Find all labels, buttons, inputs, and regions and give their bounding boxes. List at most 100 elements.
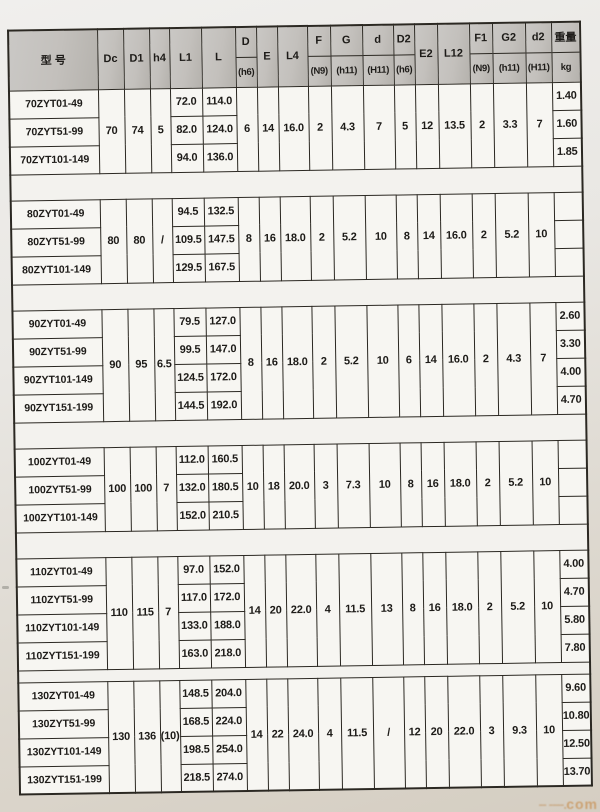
model-cell: 100ZYT101-149 — [15, 503, 105, 533]
G2-cell: 5.2 — [494, 192, 529, 278]
L1-cell: 152.0 — [176, 501, 209, 531]
D-cell: 10 — [241, 444, 264, 530]
D2-cell: 6 — [397, 304, 421, 417]
scan-artifact-mark — [2, 586, 9, 589]
header-label: G2 — [501, 32, 517, 45]
weight-cell: 9.60 — [561, 673, 591, 703]
D1-cell: 80 — [125, 198, 154, 283]
F1-cell: 2 — [473, 303, 499, 416]
weight-cell — [558, 495, 588, 525]
model-cell: 110ZYT01-49 — [16, 557, 106, 587]
header-label: 重量 — [554, 32, 577, 45]
L12-cell: 16.0 — [439, 193, 473, 278]
model-cell: 110ZYT51-99 — [16, 585, 107, 615]
L1-cell: 133.0 — [178, 611, 211, 641]
L1-cell: 148.5 — [179, 679, 212, 709]
L4-cell: 22.0 — [285, 553, 318, 667]
model-cell: 80ZYT101-149 — [11, 255, 102, 285]
D2-cell: 5 — [393, 84, 417, 169]
model-cell: 90ZYT151-199 — [13, 393, 104, 423]
weight-cell: 3.30 — [555, 329, 586, 359]
h4-cell: 6.5 — [153, 308, 176, 421]
F-cell: 3 — [313, 443, 338, 528]
L-cell: 218.0 — [210, 638, 246, 668]
L1-cell: 94.5 — [171, 197, 205, 227]
G2-cell: 5.2 — [500, 550, 536, 663]
weight-cell — [557, 439, 587, 469]
L-cell: 204.0 — [211, 678, 246, 708]
F-cell: 2 — [309, 195, 334, 280]
d2-cell: 10 — [531, 440, 559, 525]
L-cell: 172.0 — [209, 583, 245, 612]
D-cell: 8 — [237, 196, 260, 282]
D1-cell: 136 — [133, 680, 162, 793]
F1-cell: 2 — [477, 550, 503, 664]
L4-cell: 18.0 — [281, 305, 314, 419]
D1-cell: 74 — [123, 88, 152, 173]
weight-cell: 4.00 — [559, 549, 589, 579]
L12-cell: 22.0 — [447, 675, 481, 788]
header-label: 型 号 — [40, 54, 66, 68]
L-cell: 127.0 — [205, 307, 240, 336]
D2-cell: 8 — [401, 552, 425, 665]
d2-cell: 7 — [525, 82, 554, 167]
weight-cell: 5.80 — [560, 605, 590, 635]
L-cell: 188.0 — [210, 611, 245, 640]
header-sublabel: (h11) — [498, 62, 520, 74]
E-cell: 16 — [260, 306, 284, 419]
D-cell: 14 — [245, 678, 268, 791]
header-label: E — [263, 50, 271, 63]
Dc-cell: 110 — [105, 556, 134, 670]
column-header-E2: E2 — [413, 23, 438, 85]
E-cell: 20 — [264, 554, 288, 667]
header-label: D1 — [129, 52, 144, 65]
model-cell: 90ZYT101-149 — [13, 365, 103, 395]
L12-cell: 13.5 — [437, 83, 472, 168]
F1-cell: 3 — [479, 674, 504, 788]
Dc-cell: 90 — [101, 308, 130, 422]
L-cell: 124.0 — [202, 115, 237, 144]
D1-cell: 100 — [129, 446, 157, 531]
header-label: L12 — [443, 47, 464, 61]
L1-cell: 218.5 — [180, 763, 214, 793]
header-sublabel: (H11) — [527, 61, 550, 74]
column-header-F1: F1 (N9) — [468, 23, 493, 84]
L1-cell: 112.0 — [175, 445, 209, 475]
L4-cell: 24.0 — [287, 677, 319, 791]
L1-cell: 144.5 — [174, 391, 208, 421]
d2-cell: 7 — [529, 302, 558, 415]
L1-cell: 109.5 — [172, 225, 205, 255]
L-cell: 210.5 — [208, 501, 243, 530]
column-header-L: L — [201, 27, 236, 88]
L1-cell: 198.5 — [180, 735, 213, 765]
F1-cell: 2 — [475, 440, 500, 526]
Dc-cell: 70 — [97, 88, 126, 174]
G-cell: 5.2 — [334, 305, 369, 418]
Dc-cell: 100 — [103, 446, 131, 532]
column-header-L1: L1 — [169, 27, 202, 89]
header-label: L1 — [178, 52, 192, 65]
h4-cell: 7 — [157, 556, 180, 669]
model-cell: 70ZYT51-99 — [9, 117, 99, 147]
L4-cell: 18.0 — [279, 195, 311, 281]
d-cell: 10 — [368, 442, 401, 528]
G2-cell: 4.3 — [496, 302, 532, 415]
weight-cell: 7.80 — [560, 633, 591, 663]
header-label: h4 — [152, 52, 166, 65]
weight-cell: 1.85 — [552, 137, 583, 167]
L-cell: 224.0 — [211, 706, 247, 736]
column-header-D2: D2 (h6) — [392, 24, 415, 85]
L-cell: 192.0 — [206, 391, 242, 420]
weight-cell: 4.00 — [556, 357, 586, 387]
G-cell: 11.5 — [340, 676, 374, 790]
L1-cell: 117.0 — [177, 583, 211, 613]
h4-cell: 7 — [155, 446, 177, 531]
F-cell: 4 — [317, 677, 342, 790]
G-cell: 11.5 — [338, 553, 373, 666]
L1-cell: 132.0 — [176, 473, 209, 503]
weight-cell: 4.70 — [556, 385, 587, 415]
header-sublabel: (H11) — [367, 64, 390, 76]
header-label: L4 — [285, 50, 299, 63]
G-cell: 5.2 — [332, 195, 366, 280]
model-cell: 110ZYT101-149 — [17, 613, 107, 643]
